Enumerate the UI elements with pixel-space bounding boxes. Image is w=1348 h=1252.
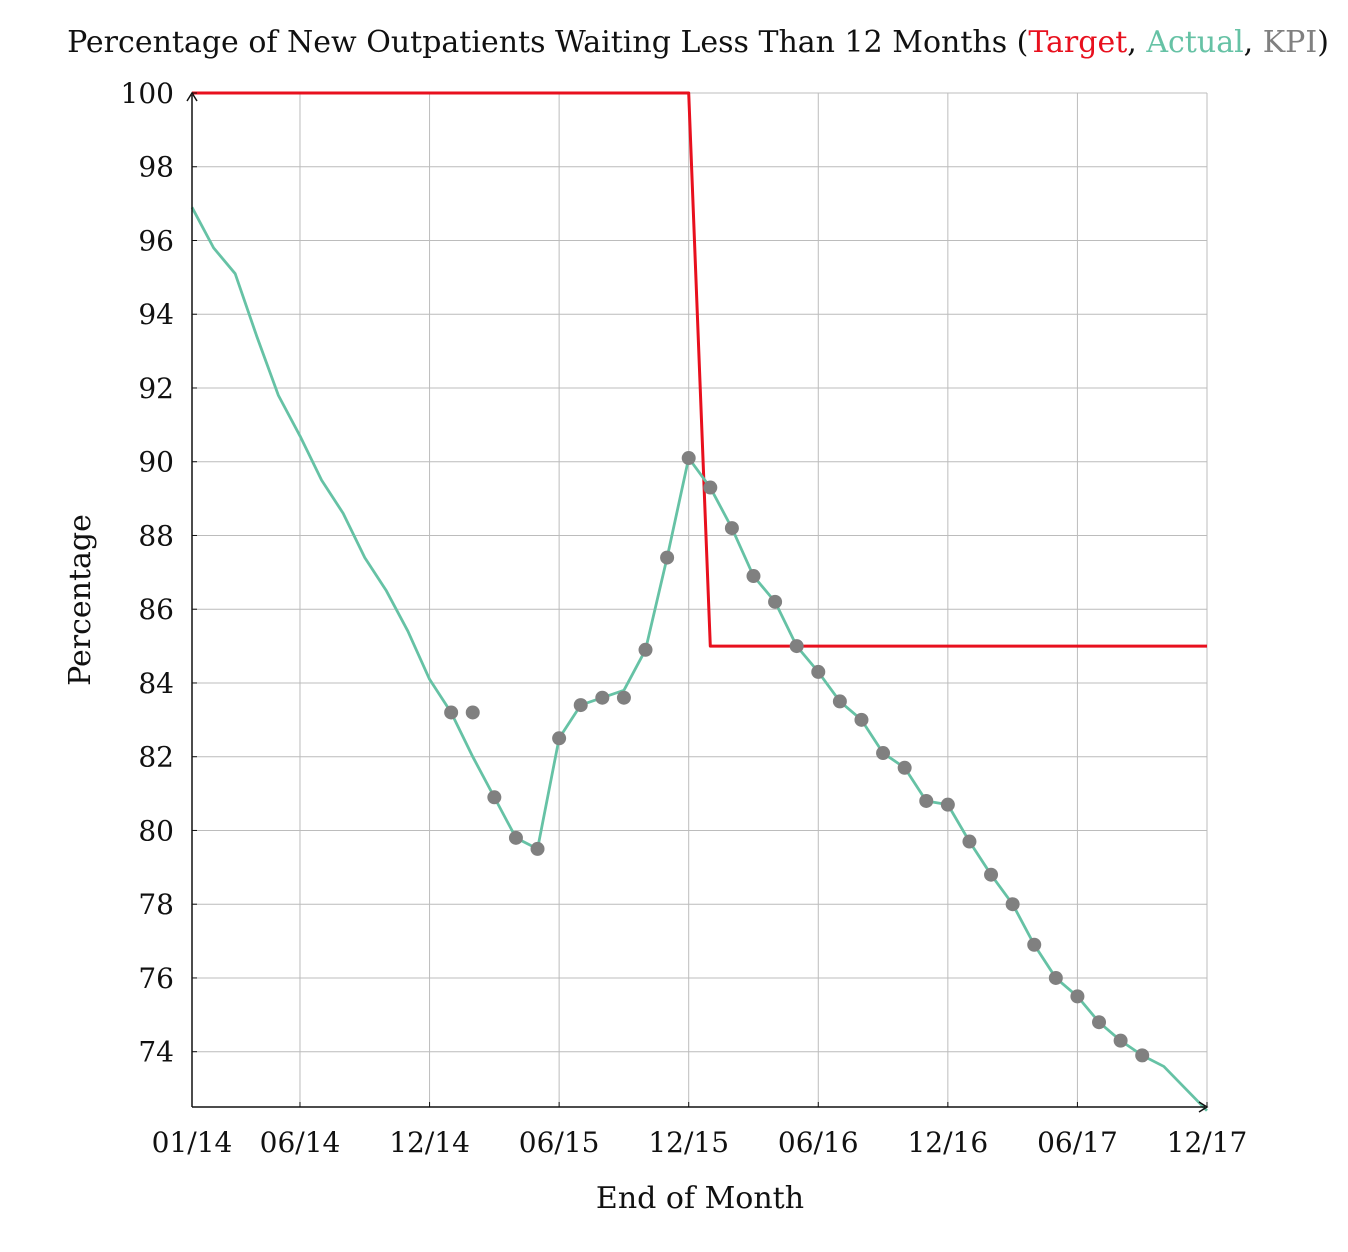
series-kpi-point-31 [1113, 1033, 1128, 1048]
series-kpi-point-10 [660, 550, 675, 565]
y-axis-label: Percentage [63, 514, 98, 686]
y-tick-label-96: 96 [138, 224, 174, 257]
y-tick-label-100: 100 [121, 77, 174, 110]
y-tick-label-76: 76 [138, 962, 174, 995]
x-tick-label-4: 12/15 [648, 1126, 729, 1159]
series-kpi-point-1 [465, 705, 480, 720]
series-kpi-point-29 [1070, 989, 1085, 1004]
title-suffix: ) [1317, 25, 1329, 60]
y-tick-label-94: 94 [138, 298, 174, 331]
x-tick-label-0: 01/14 [152, 1126, 233, 1159]
series-kpi-point-32 [1135, 1048, 1150, 1063]
series-kpi-point-14 [746, 569, 761, 584]
y-tick-label-84: 84 [138, 667, 174, 700]
title-legend-target: Target [1028, 25, 1127, 60]
series-kpi-point-28 [1048, 970, 1063, 985]
series-kpi-point-21 [897, 760, 912, 775]
series-kpi-point-7 [595, 690, 610, 705]
series-kpi-point-24 [962, 834, 977, 849]
series-kpi-point-6 [573, 698, 588, 713]
title-sep-2: , [1244, 25, 1263, 60]
tick-labels: 74 76 78 80 82 84 86 88 90 92 94 96 98 100 01/14 06/14 1… [121, 77, 1248, 1159]
y-tick-label-88: 88 [138, 519, 174, 552]
x-tick-label-6: 12/16 [907, 1126, 988, 1159]
series-kpi-point-3 [508, 830, 523, 845]
series-layer [190, 91, 1209, 1112]
title-legend-actual: Actual [1145, 25, 1243, 60]
series-kpi-point-22 [919, 793, 934, 808]
series-kpi-point-20 [876, 746, 891, 761]
y-axis-arrow [186, 91, 198, 102]
y-tick-label-82: 82 [138, 741, 174, 774]
y-tick-label-78: 78 [138, 888, 174, 921]
x-tick-label-8: 12/17 [1167, 1126, 1248, 1159]
series-kpi-point-9 [638, 642, 653, 657]
series-kpi-point-8 [616, 690, 631, 705]
series-target-line [192, 91, 1207, 648]
x-tick-label-7: 06/17 [1037, 1126, 1118, 1159]
grid [191, 92, 1208, 1107]
series-kpi-point-13 [724, 521, 739, 536]
series-kpi-point-25 [984, 867, 999, 882]
axes [186, 91, 1209, 1113]
x-tick-label-2: 12/14 [389, 1126, 470, 1159]
series-kpi-point-15 [768, 594, 783, 609]
y-tick-label-80: 80 [138, 814, 174, 847]
x-tick-label-5: 06/16 [778, 1126, 859, 1159]
series-kpi-point-26 [1005, 897, 1020, 912]
x-tick-label-1: 06/14 [260, 1126, 341, 1159]
series-kpi-point-23 [940, 797, 955, 812]
y-tick-label-90: 90 [138, 446, 174, 479]
x-axis-arrow [1198, 1101, 1209, 1113]
title-legend-kpi: KPI [1263, 25, 1317, 60]
series-kpi-point-16 [789, 639, 804, 654]
title-prefix: Percentage of New Outpatients Waiting Le… [67, 25, 1028, 60]
series-kpi-point-4 [530, 841, 545, 856]
series-kpi-point-0 [444, 705, 459, 720]
x-axis-label: End of Month [596, 1181, 804, 1216]
chart-title: Percentage of New Outpatients Waiting Le… [67, 25, 1329, 60]
series-kpi-point-11 [681, 451, 696, 466]
series-kpi-point-18 [832, 694, 847, 709]
y-tick-label-98: 98 [138, 151, 174, 184]
series-kpi-point-12 [703, 480, 718, 495]
series-kpi-point-30 [1092, 1015, 1107, 1030]
series-kpi-point-19 [854, 712, 869, 727]
y-tick-label-74: 74 [138, 1036, 174, 1069]
title-sep-1: , [1127, 25, 1146, 60]
series-kpi-point-5 [552, 731, 567, 746]
series-kpi-point-27 [1027, 937, 1042, 952]
x-tick-label-3: 06/15 [519, 1126, 600, 1159]
series-kpi-point-17 [811, 664, 826, 679]
y-tick-label-92: 92 [138, 372, 174, 405]
series-kpi-point-2 [487, 790, 502, 805]
y-tick-label-86: 86 [138, 593, 174, 626]
